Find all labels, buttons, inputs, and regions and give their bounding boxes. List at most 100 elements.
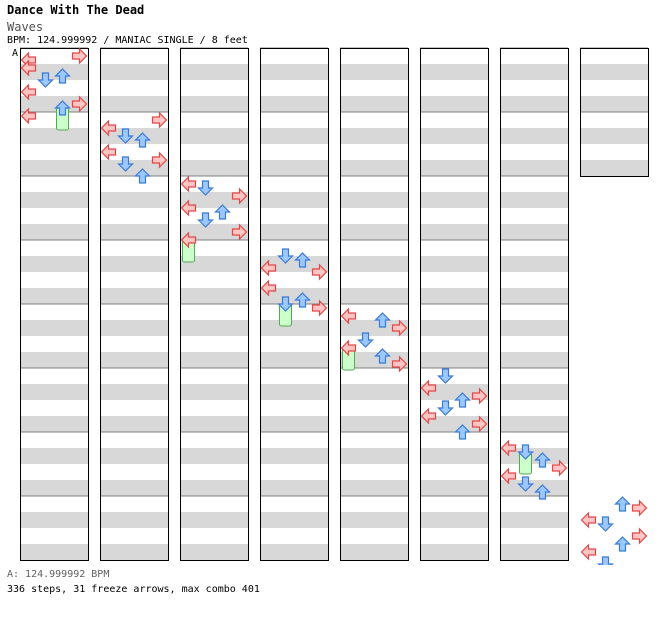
step-arrow — [597, 556, 614, 565]
step-arrow — [197, 180, 214, 196]
beat-stripe — [260, 192, 328, 208]
step-arrow — [534, 452, 551, 468]
step-arrow — [231, 187, 248, 205]
step-arrow — [54, 100, 71, 116]
step-arrow — [20, 83, 37, 101]
step-arrow — [71, 95, 88, 113]
step-arrow — [180, 175, 197, 193]
beat-stripe — [500, 416, 568, 432]
beat-stripe — [420, 192, 488, 208]
beat-stripe — [20, 224, 88, 240]
beat-stripe — [340, 544, 408, 560]
panel-border — [340, 48, 409, 561]
beat-stripe — [340, 512, 408, 528]
step-arrow — [500, 439, 517, 457]
panel-border — [180, 48, 249, 561]
step-arrow — [180, 231, 197, 249]
beat-stripe — [20, 96, 88, 112]
beat-stripe — [420, 160, 488, 176]
beat-stripe — [100, 416, 168, 432]
step-arrow — [117, 128, 134, 144]
beat-stripe — [580, 160, 648, 176]
beat-stripe — [20, 192, 88, 208]
step-arrow — [500, 467, 517, 485]
beat-stripe — [260, 64, 328, 80]
beat-stripe — [100, 96, 168, 112]
beat-stripe — [180, 192, 248, 208]
step-arrow — [294, 252, 311, 268]
beat-stripe — [340, 192, 408, 208]
beat-stripe — [100, 128, 168, 144]
step-arrow — [20, 107, 37, 125]
beat-stripe — [500, 544, 568, 560]
beat-stripe — [340, 224, 408, 240]
step-arrow — [197, 212, 214, 228]
beat-stripe — [180, 224, 248, 240]
beat-stripe — [100, 480, 168, 496]
beat-stripe — [20, 128, 88, 144]
beat-stripe — [420, 480, 488, 496]
step-arrow — [277, 248, 294, 264]
beat-stripe — [180, 512, 248, 528]
step-arrow — [374, 348, 391, 364]
beat-stripe — [260, 288, 328, 304]
artist-name: Waves — [7, 20, 44, 34]
step-arrow — [117, 156, 134, 172]
beat-stripe — [340, 256, 408, 272]
step-arrow — [631, 499, 648, 517]
beat-stripe — [180, 448, 248, 464]
step-arrow — [454, 424, 471, 440]
step-arrow — [214, 204, 231, 220]
beat-stripe — [500, 64, 568, 80]
step-arrow — [277, 296, 294, 312]
panel-border — [100, 48, 169, 561]
beat-stripe — [420, 224, 488, 240]
beat-stripe — [340, 288, 408, 304]
beat-stripe — [500, 512, 568, 528]
step-arrow — [311, 263, 328, 281]
beat-stripe — [420, 96, 488, 112]
beat-stripe — [340, 448, 408, 464]
beat-stripe — [20, 352, 88, 368]
step-arrow — [180, 199, 197, 217]
step-arrow — [471, 415, 488, 433]
beat-stripe — [580, 96, 648, 112]
chart-panel — [420, 47, 489, 561]
chart-panel — [180, 47, 249, 561]
beat-stripe — [20, 544, 88, 560]
beat-stripe — [340, 160, 408, 176]
beat-stripe — [180, 64, 248, 80]
beat-stripe — [420, 128, 488, 144]
beat-stripe — [500, 352, 568, 368]
panel-border — [580, 48, 649, 177]
beat-stripe — [100, 160, 168, 176]
beat-stripe — [340, 64, 408, 80]
step-arrow — [471, 387, 488, 405]
beat-stripe — [100, 320, 168, 336]
beat-stripe — [260, 160, 328, 176]
beat-stripe — [20, 480, 88, 496]
beat-stripe — [420, 352, 488, 368]
beat-stripe — [500, 192, 568, 208]
beat-stripe — [500, 256, 568, 272]
beat-stripe — [260, 224, 328, 240]
step-arrow — [420, 407, 437, 425]
beat-stripe — [420, 544, 488, 560]
step-arrow — [134, 132, 151, 148]
beat-stripe — [420, 512, 488, 528]
step-arrow — [391, 319, 408, 337]
beat-stripe — [340, 320, 408, 336]
beat-stripe — [180, 352, 248, 368]
panel-border — [500, 48, 569, 561]
step-arrow — [614, 496, 631, 512]
beat-stripe — [340, 352, 408, 368]
beat-stripe — [500, 320, 568, 336]
step-arrow — [517, 444, 534, 460]
step-arrow — [134, 168, 151, 184]
chart-panel — [340, 47, 409, 561]
step-arrow — [517, 476, 534, 492]
beat-stripe — [420, 448, 488, 464]
step-arrow — [151, 151, 168, 169]
beat-stripe — [340, 384, 408, 400]
chart-panel — [500, 47, 569, 561]
